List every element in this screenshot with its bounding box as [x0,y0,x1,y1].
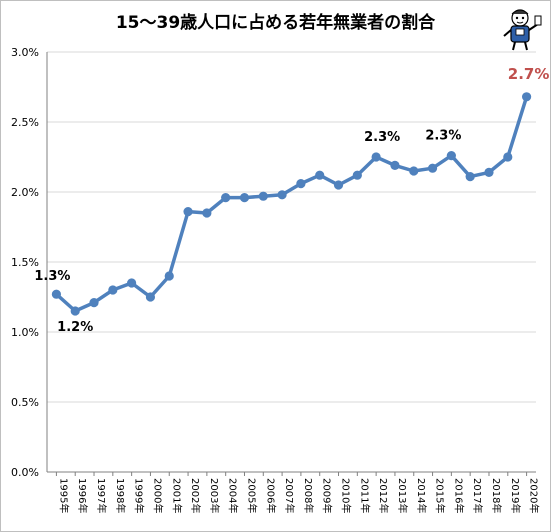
x-tick-label: 2009年 [321,478,334,513]
data-point [277,190,287,200]
data-label: 1.3% [34,269,70,284]
data-point [202,208,212,218]
x-tick-label: 2005年 [245,478,258,513]
data-point [352,170,362,180]
data-point [333,180,344,190]
data-point [484,167,494,177]
x-tick-label: 2001年 [170,478,183,513]
data-point [258,191,268,201]
x-tick-label: 2016年 [452,478,465,513]
y-tick-label: 1.0% [11,326,39,339]
data-point [164,271,174,281]
data-point [183,207,193,217]
data-label: 2.3% [364,130,400,145]
y-tick-label: 3.0% [11,46,39,59]
x-tick-labels: 1995年 1996年 1997年 1998年 1999年 2000年 2001年 2002年… [57,478,540,513]
axes [46,52,536,476]
data-point [315,170,325,180]
data-point [70,306,80,316]
chart-title: 15～39歳人口に占める若年無業者の割合 [115,13,436,33]
x-tick-label: 2015年 [434,478,447,513]
data-point [446,151,456,161]
x-tick-label: 2003年 [208,478,221,513]
data-labels: 1.3% 1.2% 2.3% 2.3% 2.7% [34,65,549,335]
data-point [296,179,306,189]
data-label: 1.2% [57,320,93,335]
x-tick-label: 2002年 [189,478,202,513]
x-tick-label: 2007年 [283,478,296,513]
x-tick-label: 2004年 [227,478,240,513]
data-label: 2.3% [425,129,461,144]
grid-lines [47,51,536,403]
x-tick-label: 1998年 [114,478,127,513]
x-tick-label: 2019年 [509,478,522,513]
x-tick-label: 2014年 [415,478,428,513]
x-tick-label: 2018年 [490,478,503,513]
data-point [89,298,99,308]
x-tick-label: 2011年 [358,478,371,513]
x-tick-label: 2017年 [471,478,484,513]
data-point [221,193,231,203]
y-tick-label: 0.0% [11,466,39,479]
x-tick-label: 2020年 [528,478,541,513]
x-tick-label: 2010年 [340,478,353,513]
data-point [127,278,137,288]
y-tick-label: 2.0% [11,186,39,199]
mascot-character-icon [503,9,542,51]
x-tick-label: 1995年 [57,478,70,513]
x-tick-label: 1999年 [133,478,146,513]
data-point [108,285,118,295]
data-point [521,92,532,102]
data-point [390,160,400,170]
data-point [503,152,513,162]
x-tick-label: 2008年 [302,478,315,513]
x-tick-label: 2006年 [264,478,277,513]
data-point [371,152,381,162]
data-point [409,166,419,176]
data-points [51,92,532,316]
y-tick-label: 0.5% [11,396,39,409]
x-tick-label: 2000年 [151,478,164,513]
y-tick-labels: 0.0% 0.5% 1.0% 1.5% 2.0% 2.5% 3.0% [11,46,39,479]
y-tick-label: 2.5% [11,116,39,129]
x-tick-label: 1996年 [76,478,89,513]
y-tick-label: 1.5% [11,256,39,269]
data-point [427,163,438,173]
x-tick-label: 1997年 [95,478,108,513]
data-point [145,292,156,302]
x-tick-label: 2013年 [396,478,409,513]
data-label-highlight: 2.7% [508,65,550,83]
data-point [465,172,475,182]
data-point [51,289,62,299]
x-tick-label: 2012年 [377,478,390,513]
data-point [239,193,250,203]
